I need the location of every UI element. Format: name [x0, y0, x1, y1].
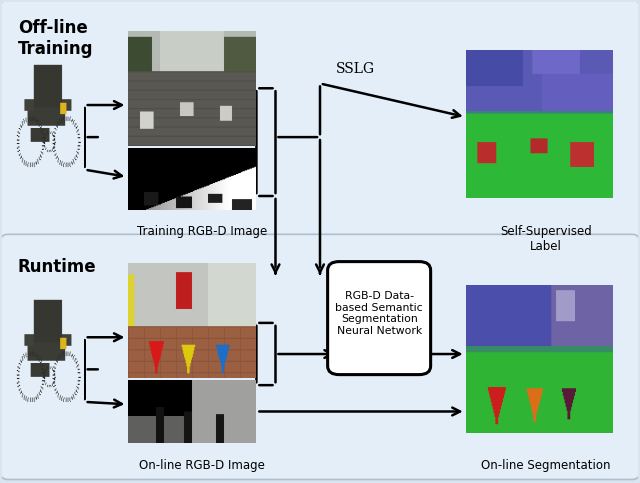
FancyBboxPatch shape [1, 234, 639, 480]
Text: RGB-D Data-
based Semantic
Segmentation
Neural Network: RGB-D Data- based Semantic Segmentation … [335, 291, 423, 336]
FancyBboxPatch shape [1, 0, 639, 245]
Text: Training RGB-D Image: Training RGB-D Image [137, 225, 268, 238]
Text: Self-Supervised
Label: Self-Supervised Label [500, 225, 591, 253]
Text: On-line RGB-D Image: On-line RGB-D Image [140, 459, 266, 472]
FancyBboxPatch shape [328, 262, 431, 375]
Text: Off-line
Training: Off-line Training [18, 19, 93, 57]
Text: On-line Segmentation: On-line Segmentation [481, 459, 611, 472]
Text: SSLG: SSLG [335, 62, 374, 76]
Text: Runtime: Runtime [18, 258, 97, 276]
